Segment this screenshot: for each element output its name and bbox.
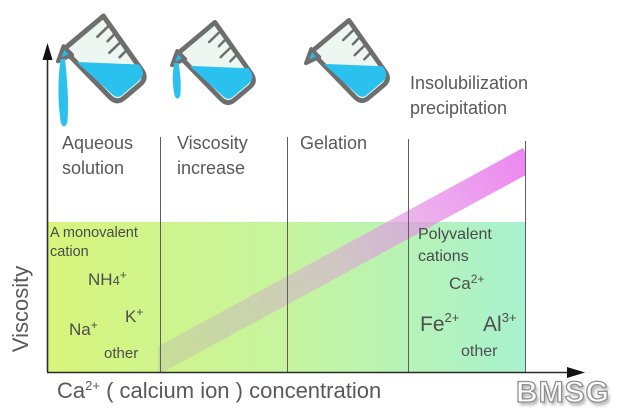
pouring-beaker-icon	[53, 4, 173, 127]
watermark-logo: BMSG	[515, 375, 610, 409]
polyvalent-region-title: Polyvalent cations	[418, 226, 492, 265]
monovalent-region-title: A monovalent cation	[50, 225, 138, 260]
tilted-beaker-icon	[301, 9, 415, 132]
polyvalent-other-label: other	[461, 343, 498, 360]
ion-na: Na+	[69, 318, 98, 339]
pour-drop	[172, 63, 181, 99]
pouring-beaker-icon	[167, 11, 281, 134]
x-axis-label: Ca2+ ( calcium ion ) concentration	[57, 378, 382, 403]
stage-label-gelation: Gelation	[300, 133, 368, 153]
ion-fe: Fe2+	[420, 310, 460, 336]
ion-ca: Ca2+	[449, 272, 485, 293]
y-axis-arrowhead	[42, 43, 53, 60]
pour-stream	[58, 59, 69, 127]
monovalent-other-label: other	[104, 345, 139, 362]
stage-divider-lines	[160, 137, 526, 372]
x-axis-arrowhead	[567, 367, 585, 378]
stage-label-insolubilization-precipitation: Insolubilization precipitation	[410, 73, 529, 118]
y-axis-label: Viscosity	[8, 265, 33, 353]
ion-nh4: NH4+	[88, 268, 127, 289]
stage-label-viscosity-increase: Viscosity increase	[177, 133, 248, 178]
viscosity-trend-band	[158, 148, 526, 372]
ion-k: K+	[125, 305, 144, 326]
ion-al: Al3+	[483, 310, 517, 336]
stage-label-aqueous-solution: Aqueous solution	[62, 133, 134, 178]
